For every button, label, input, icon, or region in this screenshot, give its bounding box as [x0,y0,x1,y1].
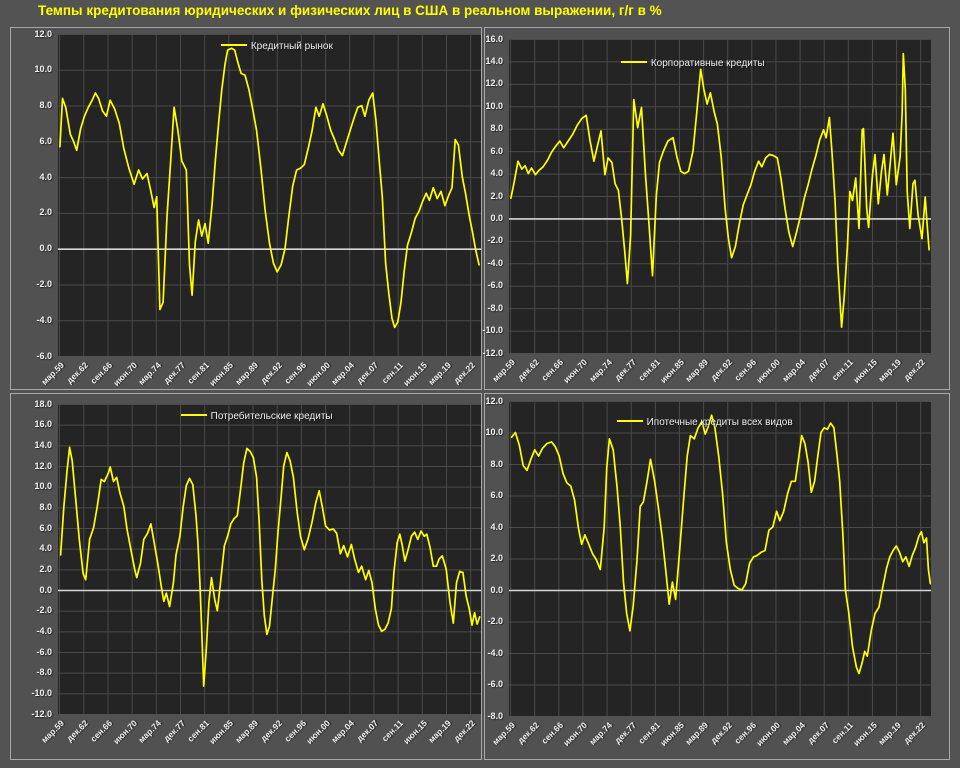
y-axis-tick-label: -2.0 [36,605,52,616]
y-axis-tick-label: 6.0 [490,490,503,500]
y-axis-tick-label: 8.0 [490,123,503,134]
y-axis-tick-label: 4.0 [39,171,52,182]
y-axis-tick-label: 14.0 [485,55,503,66]
y-axis-tick-label: -2.0 [487,616,503,626]
y-axis-tick-label: 6.0 [39,522,52,533]
y-axis-tick-label: -12.0 [31,708,52,719]
y-axis-tick-label: -4.0 [36,625,52,636]
y-axis-tick-label: 4.0 [39,543,52,554]
y-axis-tick-label: -6.0 [487,679,503,689]
y-axis-tick-label: -10.0 [482,325,503,336]
y-axis-tick-label: 2.0 [490,553,503,563]
legend-series-label: Потребительские кредиты [210,410,333,422]
y-axis-tick-label: 2.0 [39,563,52,574]
plot-area [58,404,481,714]
y-axis-tick-label: 16.0 [34,419,52,430]
legend: Кредитный рынок [220,41,333,53]
y-axis-tick-label: -10.0 [31,687,52,698]
y-axis-tick-label: 12.0 [34,28,52,39]
y-axis-tick-label: 10.0 [34,64,52,75]
chart-panel-consumer-loans: 18.0 16.0 14.0 12.0 10.0 8.0 6.0 4.0 2.0 0.0 -2.0 -… [10,393,482,760]
plot-area [509,39,931,353]
y-axis-tick-label: 4.0 [490,521,503,532]
y-axis-tick-label: 10.0 [485,427,503,437]
series-line [59,47,480,329]
y-axis-tick-label: -4.0 [487,257,503,268]
y-axis-tick-label: 0.0 [39,584,52,595]
series-line [510,52,930,329]
y-axis-tick-label: 12.0 [485,395,503,406]
y-axis-tick-label: -8.0 [487,302,503,313]
legend-series-label: Корпоративные кредиты [650,57,765,69]
y-axis-tick-label: 2.0 [39,207,52,218]
legend-line-swatch [220,44,247,47]
y-axis-tick-label: -6.0 [36,350,52,361]
legend-series-label: Кредитный рынок [250,41,333,53]
legend: Ипотечные кредиты всех видов [616,416,793,428]
legend-series-label: Ипотечные кредиты всех видов [646,416,793,428]
y-axis-tick-label: -4.0 [36,314,52,325]
y-axis-tick-label: 12.0 [485,78,503,89]
y-axis-tick-label: 6.0 [39,135,52,146]
y-axis-tick-label: 2.0 [490,190,503,201]
chart-panel-mortgage-loans: 12.0 10.0 8.0 6.0 4.0 2.0 0.0 -2.0 -4.0 -6.0 -8.0 м… [484,393,950,760]
y-axis-tick-label: -8.0 [36,667,52,678]
y-axis-tick-label: 6.0 [490,145,503,156]
y-axis-tick-label: 8.0 [39,100,52,111]
chart-panel-corporate-loans: 16.0 14.0 12.0 10.0 8.0 6.0 4.0 2.0 0.0 -2.0 -4.0 -… [482,27,950,390]
legend-line-swatch [620,60,647,63]
y-axis-tick-label: 10.0 [485,100,503,111]
y-axis-tick-label: -12.0 [482,347,503,358]
series-line [59,446,481,687]
y-axis-tick-label: 8.0 [39,501,52,512]
y-axis-tick-label: 4.0 [490,168,503,179]
y-axis-tick-label: 0.0 [39,243,52,254]
plot-area [58,34,481,356]
y-axis-tick-label: -2.0 [36,278,52,289]
y-axis-tick-label: -4.0 [487,647,503,658]
y-axis-tick-label: -6.0 [36,646,52,657]
y-axis-tick-label: 0.0 [490,212,503,223]
plot-area [509,401,931,716]
y-axis-tick-label: 16.0 [485,33,503,44]
y-axis-tick-label: -8.0 [487,710,503,721]
series-line [510,414,931,675]
legend: Потребительские кредиты [180,410,333,422]
y-axis-tick-label: 10.0 [34,481,52,492]
y-axis-tick-label: 12.0 [34,460,52,471]
y-axis-tick-label: 8.0 [490,458,503,469]
legend-line-swatch [616,419,643,422]
y-axis-tick-label: -2.0 [487,235,503,246]
chart-panel-credit-market: 12.0 10.0 8.0 6.0 4.0 2.0 0.0 -2.0 -4.0 -6.0 мар.5… [10,27,482,390]
y-axis-tick-label: 0.0 [490,584,503,595]
legend-line-swatch [180,413,207,416]
page-title: Темпы кредитования юридических и физичес… [38,3,662,18]
legend: Корпоративные кредиты [620,57,765,69]
y-axis-tick-label: -6.0 [487,280,503,291]
y-axis-tick-label: 14.0 [34,439,52,450]
y-axis-tick-label: 18.0 [34,398,52,409]
